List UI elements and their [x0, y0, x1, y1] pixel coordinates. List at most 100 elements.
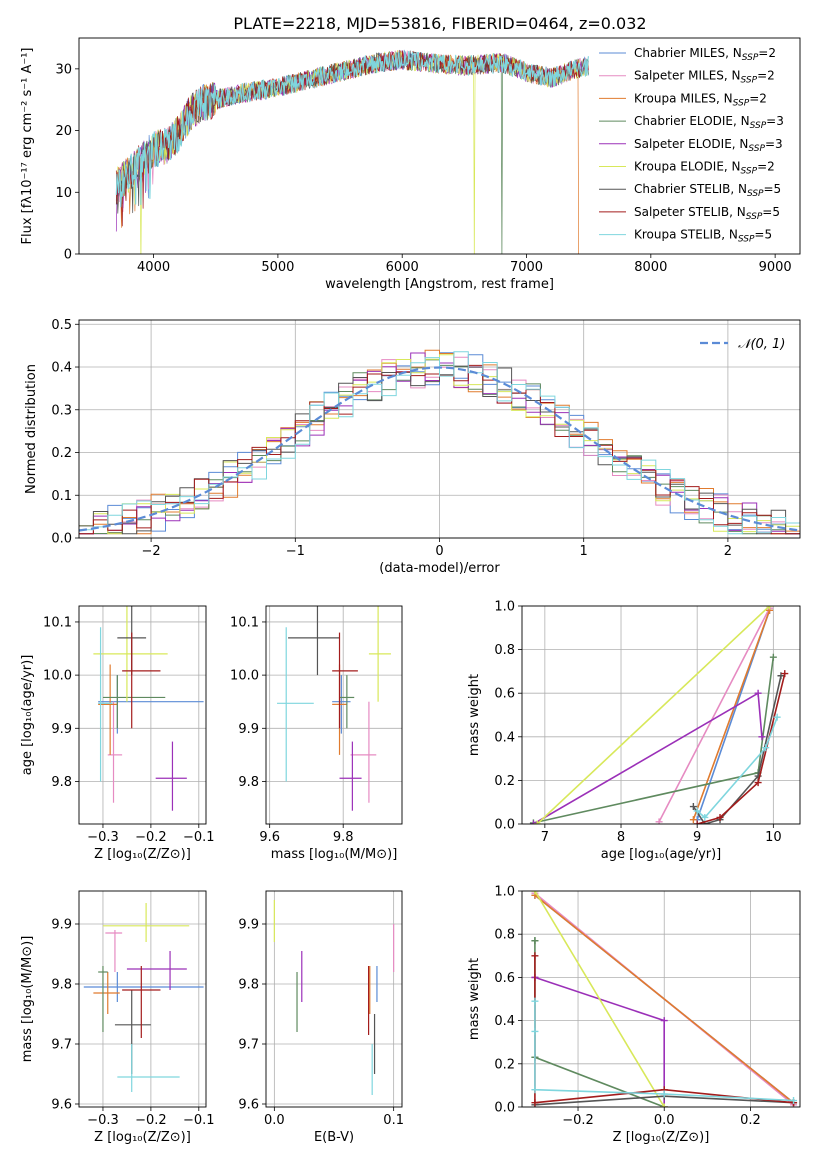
x-tick-label: −0.1 [183, 830, 215, 845]
legend-label: Chabrier STELIB, NSSP=5 [634, 182, 781, 199]
weight-marker [777, 672, 785, 680]
y-tick-label: 0.0 [51, 532, 72, 547]
histogram-steps [79, 364, 800, 535]
x-tick-label: 4000 [137, 260, 170, 275]
legend-label-sub: SSP [741, 76, 758, 86]
weight-marker [781, 670, 789, 678]
weight-marker [693, 820, 701, 824]
y-axis-label: mass weight [467, 674, 482, 756]
ticks: −0.3 −0.2 −0.1 9.6 9.7 9.8 9.9 [51, 918, 214, 1129]
legend-label: Salpeter STELIB, NSSP=5 [634, 205, 780, 222]
legend-label: Chabrier MILES, NSSP=2 [634, 46, 776, 63]
y-tick-label: 9.8 [51, 775, 72, 790]
ticks: 7 8 9 10 0.0 0.2 0.4 0.6 0.8 1.0 [494, 600, 781, 846]
legend-label: Salpeter ELODIE, NSSP=3 [634, 137, 783, 154]
x-tick-label: −0.1 [183, 1113, 215, 1128]
x-tick-label: 7 [541, 830, 549, 845]
ticks: 4000 5000 6000 7000 8000 9000 0 10 20 30 [55, 62, 791, 275]
x-tick-label: 2 [724, 544, 732, 559]
y-tick-label: 9.9 [51, 918, 72, 933]
y-tick-label: 9.8 [238, 978, 259, 993]
x-axis-label: Z [log₁₀(Z/Z⊙)] [94, 1130, 191, 1145]
x-tick-label: 5000 [261, 260, 294, 275]
weight-marker [790, 1097, 798, 1105]
y-tick-label: 1.0 [494, 885, 515, 900]
weight-vs-age-panel: 7 8 9 10 0.0 0.2 0.4 0.6 0.8 1.0 age [log₁₀(age/yr… [467, 600, 801, 862]
x-tick-label: −0.2 [135, 830, 167, 845]
legend-label-sub: SSP [750, 121, 767, 131]
x-tick-label: −0.2 [562, 1113, 594, 1128]
spectrum-line [115, 50, 589, 227]
weight-marker [655, 818, 663, 824]
weight-marker [531, 891, 539, 895]
weight-line [536, 606, 771, 824]
legend-label-sub: SSP [738, 235, 755, 245]
y-tick-label: 0.8 [494, 643, 515, 658]
x-tick-label: −0.3 [87, 830, 119, 845]
y-tick-label: 0.3 [51, 403, 72, 418]
legend-label-tail: =2 [757, 69, 775, 83]
x-tick-label: 10 [765, 830, 782, 845]
y-tick-label: 9.8 [238, 775, 259, 790]
legend-label-sub: SSP [747, 189, 764, 199]
x-axis-label: Z [log₁₀(Z/Z⊙)] [94, 847, 191, 862]
y-axis-label: mass [log₁₀(M/M⊙)] [20, 936, 35, 1063]
residual-histogram-panel: −2 −1 0 1 2 0.0 0.1 0.2 0.3 0.4 0.5 𝒩(0, 1) (data-mo… [24, 318, 801, 576]
x-axis-label: E(B-V) [314, 1130, 354, 1145]
mass-vs-ebv-panel: 0.0 0.1 9.6 9.7 9.8 9.9 E(B-V) [238, 890, 404, 1145]
x-tick-label: 0.0 [264, 1113, 285, 1128]
errorbars [273, 900, 395, 1095]
legend-label-sub: SSP [733, 98, 750, 108]
gaussian-curve [79, 366, 800, 532]
y-tick-label: 0.6 [494, 687, 515, 702]
y-tick-label: 0.0 [494, 818, 515, 833]
errorbars [83, 903, 204, 1092]
ticks: −0.3 −0.2 −0.1 9.8 9.9 10.0 10.1 [43, 615, 215, 845]
weight-lines [529, 606, 789, 824]
x-tick-label: 6000 [386, 260, 419, 275]
legend-label-tail: =3 [766, 114, 784, 128]
x-tick-label: 9 [693, 830, 701, 845]
legend-label-tail: =2 [749, 91, 767, 105]
weight-marker [689, 816, 697, 824]
x-tick-label: 0.2 [740, 1113, 761, 1128]
axes-frame [78, 890, 207, 1108]
legend-label-text: Chabrier ELODIE, N [634, 114, 750, 128]
legend-label-sub: SSP [748, 144, 765, 154]
weight-line [658, 607, 771, 823]
y-tick-label: 0.6 [494, 971, 515, 986]
axes-frame [78, 605, 207, 825]
y-tick-label: 0.0 [494, 1101, 515, 1116]
y-tick-label: 0.8 [494, 928, 515, 943]
weight-line [534, 891, 665, 1107]
x-axis-label: wavelength [Angstrom, rest frame] [325, 277, 554, 292]
y-tick-label: 9.7 [51, 1038, 72, 1053]
weight-marker [531, 997, 539, 1005]
legend-label-tail: =2 [757, 160, 775, 174]
x-tick-label: 0.0 [654, 1113, 675, 1128]
weight-marker [766, 606, 774, 610]
x-axis-label: Z [log₁₀(Z/Z⊙)] [613, 1130, 710, 1145]
weight-lines [531, 891, 798, 1107]
weight-marker [531, 1027, 539, 1035]
weight-marker [531, 1086, 539, 1094]
weight-line [696, 716, 778, 819]
x-tick-label: 8 [617, 830, 625, 845]
x-tick-label: −0.2 [135, 1113, 167, 1128]
legend-label: Chabrier ELODIE, NSSP=3 [634, 114, 784, 131]
mass-vs-metallicity-panel: −0.3 −0.2 −0.1 9.6 9.7 9.8 9.9 Z [log₁₀(Z/Z⊙)] m… [20, 890, 215, 1145]
y-tick-label: 10.1 [43, 615, 72, 630]
y-tick-label: 9.7 [238, 1038, 259, 1053]
spectrum-line [115, 50, 589, 208]
y-axis-label: age [log₁₀(age/yr)] [20, 655, 35, 776]
x-tick-label: −0.3 [87, 1113, 119, 1128]
legend-label-text: Chabrier MILES, N [634, 46, 742, 60]
spectrum-panel: 4000 5000 6000 7000 8000 9000 0 10 20 30 Chabrier … [20, 37, 801, 292]
grid [79, 891, 206, 1107]
axes-frame [78, 37, 801, 255]
axes-frame [521, 890, 801, 1108]
legend-label: Kroupa ELODIE, NSSP=2 [634, 160, 775, 177]
y-axis-label: Flux [fλ10⁻¹⁷ erg cm⁻² s⁻¹ A⁻¹] [20, 48, 35, 245]
errorbars [93, 606, 204, 811]
age-vs-mass-panel: 9.6 9.8 9.8 9.9 10.0 10.1 mass [log₁₀(M/M⊙)] [230, 605, 403, 862]
